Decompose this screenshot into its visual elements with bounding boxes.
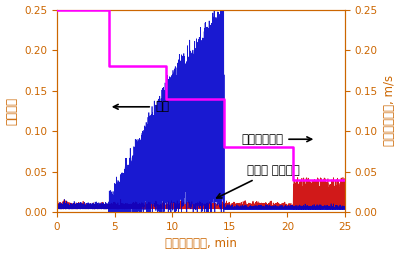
Text: しゅう動速度: しゅう動速度	[241, 133, 311, 146]
Text: 油溝＋ 周期構造: 油溝＋ 周期構造	[216, 164, 299, 198]
Text: 油溝: 油溝	[113, 100, 168, 113]
X-axis label: しゅう動時間, min: しゅう動時間, min	[165, 238, 236, 250]
Y-axis label: しゅう動速度, m/s: しゅう動速度, m/s	[383, 75, 395, 146]
Y-axis label: 摩擦係数: 摩擦係数	[6, 97, 18, 125]
